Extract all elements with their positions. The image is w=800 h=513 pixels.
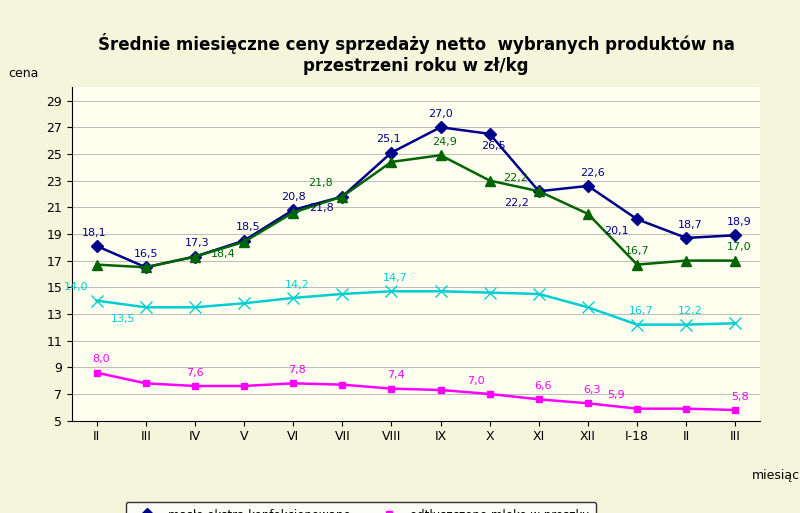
Text: 8,0: 8,0 bbox=[92, 354, 110, 364]
Text: 18,4: 18,4 bbox=[210, 249, 235, 259]
Text: 18,7: 18,7 bbox=[678, 220, 703, 230]
masło ekstra w blokach bbox=[436, 152, 446, 159]
Text: 7,0: 7,0 bbox=[467, 376, 485, 386]
odtłuszczone mleko w proszku bbox=[730, 407, 740, 413]
odtłuszczone mleko w proszku bbox=[682, 406, 691, 412]
Text: 5,9: 5,9 bbox=[607, 390, 625, 400]
masło ekstra w blokach bbox=[632, 262, 642, 268]
masło ekstra w blokach bbox=[338, 193, 347, 200]
odtłuszczone mleko w proszku bbox=[190, 383, 200, 389]
Text: 7,4: 7,4 bbox=[386, 370, 405, 380]
odtłuszczone mleko w proszku bbox=[141, 380, 150, 386]
Ser Edamski bbox=[386, 288, 396, 294]
Text: 14,2: 14,2 bbox=[285, 280, 310, 290]
odtłuszczone mleko w proszku bbox=[436, 387, 446, 393]
Ser Edamski bbox=[239, 300, 249, 306]
masło ekstra w blokach bbox=[534, 188, 544, 194]
Ser Edamski bbox=[190, 304, 200, 310]
Text: 22,6: 22,6 bbox=[580, 168, 605, 177]
masło ekstra w blokach bbox=[239, 239, 249, 245]
Text: Średnie miesięczne ceny sprzedaży netto  wybranych produktów na
przestrzeni roku: Średnie miesięczne ceny sprzedaży netto … bbox=[98, 33, 734, 75]
Text: 14,0: 14,0 bbox=[63, 282, 88, 292]
odtłuszczone mleko w proszku bbox=[288, 380, 298, 386]
Ser Edamski bbox=[632, 322, 642, 328]
Text: 22,2: 22,2 bbox=[504, 198, 529, 208]
Text: 21,8: 21,8 bbox=[308, 178, 333, 188]
masło ekstra w blokach bbox=[386, 159, 396, 165]
Text: 6,3: 6,3 bbox=[583, 385, 601, 395]
odtłuszczone mleko w proszku bbox=[632, 406, 642, 412]
masło ekstra w blokach bbox=[730, 258, 740, 264]
masło ekstra konfekcjonowane bbox=[534, 188, 544, 194]
Text: 27,0: 27,0 bbox=[428, 109, 453, 119]
Text: cena: cena bbox=[8, 67, 38, 80]
masło ekstra konfekcjonowane bbox=[92, 243, 102, 249]
Line: Ser Edamski: Ser Edamski bbox=[91, 286, 741, 330]
Text: 6,6: 6,6 bbox=[534, 381, 552, 391]
Text: 18,9: 18,9 bbox=[727, 217, 752, 227]
masło ekstra konfekcjonowane bbox=[288, 207, 298, 213]
odtłuszczone mleko w proszku bbox=[338, 382, 347, 388]
masło ekstra konfekcjonowane bbox=[485, 131, 494, 137]
masło ekstra w blokach bbox=[583, 211, 593, 217]
Text: 26,5: 26,5 bbox=[482, 141, 506, 150]
Line: masło ekstra konfekcjonowane: masło ekstra konfekcjonowane bbox=[93, 123, 739, 271]
Text: 5,8: 5,8 bbox=[730, 391, 749, 402]
odtłuszczone mleko w proszku bbox=[386, 386, 396, 392]
Text: 14,7: 14,7 bbox=[383, 273, 408, 283]
masło ekstra konfekcjonowane bbox=[190, 253, 200, 260]
masło ekstra w blokach bbox=[141, 264, 150, 270]
Text: 16,7: 16,7 bbox=[629, 306, 654, 317]
masło ekstra konfekcjonowane bbox=[583, 183, 593, 189]
Text: 7,8: 7,8 bbox=[289, 365, 306, 375]
masło ekstra konfekcjonowane bbox=[436, 124, 446, 130]
masło ekstra w blokach bbox=[288, 209, 298, 215]
Text: 25,1: 25,1 bbox=[376, 134, 401, 144]
Text: 12,2: 12,2 bbox=[678, 306, 703, 317]
Ser Edamski bbox=[436, 288, 446, 294]
odtłuszczone mleko w proszku bbox=[239, 383, 249, 389]
odtłuszczone mleko w proszku bbox=[534, 396, 544, 402]
Text: 18,5: 18,5 bbox=[236, 222, 261, 232]
odtłuszczone mleko w proszku bbox=[485, 391, 494, 397]
masło ekstra konfekcjonowane bbox=[682, 235, 691, 241]
Ser Edamski bbox=[730, 320, 740, 326]
Text: 21,8: 21,8 bbox=[309, 203, 334, 213]
masło ekstra konfekcjonowane bbox=[338, 193, 347, 200]
Text: 22,2: 22,2 bbox=[503, 173, 528, 183]
odtłuszczone mleko w proszku bbox=[583, 400, 593, 406]
Ser Edamski bbox=[338, 291, 347, 297]
masło ekstra w blokach bbox=[682, 258, 691, 264]
Text: 20,1: 20,1 bbox=[604, 226, 629, 236]
Text: 18,1: 18,1 bbox=[82, 228, 106, 238]
masło ekstra konfekcjonowane bbox=[386, 149, 396, 155]
masło ekstra konfekcjonowane bbox=[730, 232, 740, 239]
Text: 17,3: 17,3 bbox=[186, 238, 210, 248]
masło ekstra konfekcjonowane bbox=[141, 264, 150, 270]
Line: odtłuszczone mleko w proszku: odtłuszczone mleko w proszku bbox=[93, 369, 739, 413]
Ser Edamski bbox=[288, 295, 298, 301]
Text: 24,9: 24,9 bbox=[432, 137, 457, 147]
Text: 20,8: 20,8 bbox=[281, 191, 306, 202]
Line: masło ekstra w blokach: masło ekstra w blokach bbox=[92, 150, 740, 272]
Text: 16,7: 16,7 bbox=[625, 246, 650, 256]
Text: 13,5: 13,5 bbox=[111, 314, 136, 324]
masło ekstra w blokach bbox=[92, 262, 102, 268]
masło ekstra w blokach bbox=[190, 253, 200, 260]
masło ekstra konfekcjonowane bbox=[239, 238, 249, 244]
Ser Edamski bbox=[92, 298, 102, 304]
Text: 16,5: 16,5 bbox=[134, 249, 158, 259]
Text: 17,0: 17,0 bbox=[727, 242, 752, 252]
masło ekstra konfekcjonowane bbox=[632, 216, 642, 222]
Ser Edamski bbox=[485, 289, 494, 295]
Text: miesiąc: miesiąc bbox=[752, 469, 800, 482]
Ser Edamski bbox=[682, 322, 691, 328]
Ser Edamski bbox=[141, 304, 150, 310]
odtłuszczone mleko w proszku bbox=[92, 369, 102, 376]
Text: 7,6: 7,6 bbox=[186, 368, 204, 378]
Ser Edamski bbox=[534, 291, 544, 297]
Ser Edamski bbox=[583, 304, 593, 310]
masło ekstra w blokach bbox=[485, 177, 494, 184]
Legend: masło ekstra konfekcjonowane, masło ekstra w blokach, odtłuszczone mleko w prosz: masło ekstra konfekcjonowane, masło ekst… bbox=[126, 502, 596, 513]
